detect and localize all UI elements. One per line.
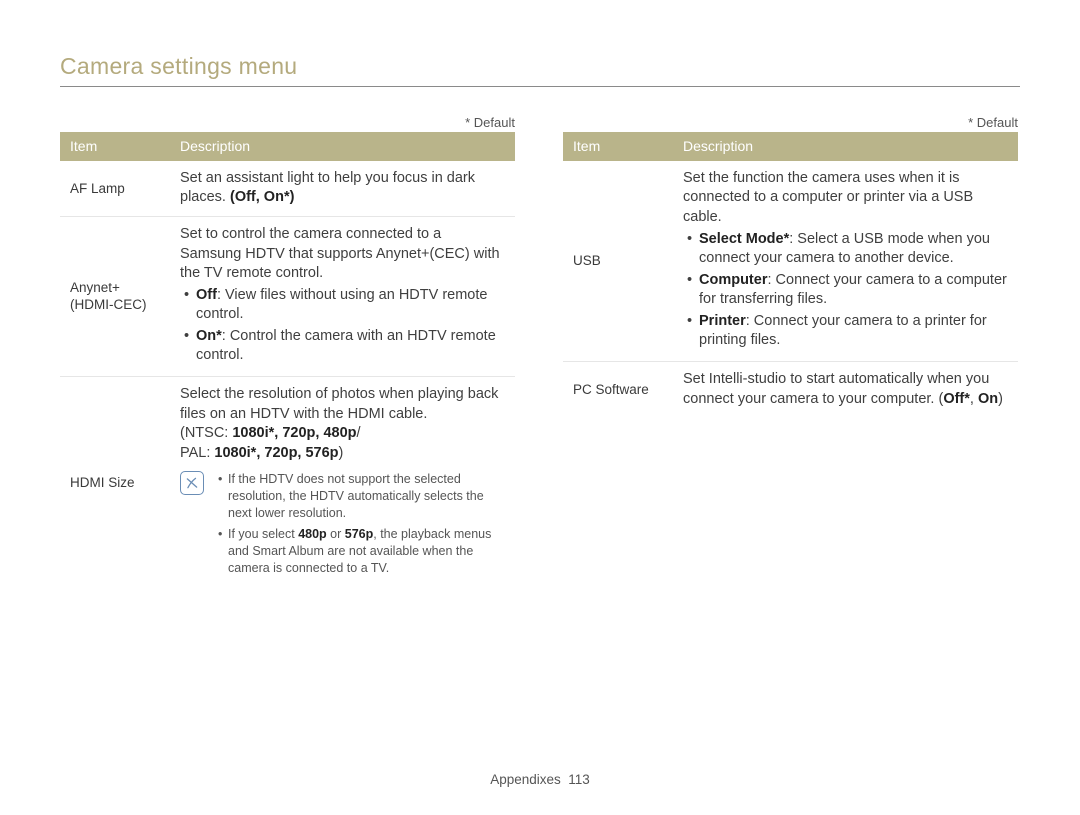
usb-printer: Printer: Connect your camera to a printe…	[687, 312, 1008, 351]
row-anynet: Anynet+ (HDMI-CEC) Set to control the ca…	[60, 217, 515, 377]
desc-pc: Set Intelli-studio to start automaticall…	[673, 361, 1018, 417]
item-anynet: Anynet+ (HDMI-CEC)	[60, 217, 170, 377]
settings-table-right: Item Description USB Set the function th…	[563, 132, 1018, 417]
hdmi-ntsc: (NTSC: 1080i*, 720p, 480p/	[180, 424, 505, 444]
left-column: * Default Item Description AF Lamp Set a…	[60, 115, 515, 588]
row-pc-software: PC Software Set Intelli-studio to start …	[563, 361, 1018, 417]
item-hdmi: HDMI Size	[60, 376, 170, 588]
note-icon	[180, 471, 204, 495]
row-usb: USB Set the function the camera uses whe…	[563, 161, 1018, 362]
hdmi-note-1: If the HDTV does not support the selecte…	[218, 471, 505, 522]
hdmi-pal: PAL: 1080i*, 720p, 576p)	[180, 444, 505, 464]
desc-anynet: Set to control the camera connected to a…	[170, 217, 515, 377]
footer-label: Appendixes	[490, 772, 561, 787]
page: Camera settings menu * Default Item Desc…	[0, 0, 1080, 815]
usb-select: Select Mode*: Select a USB mode when you…	[687, 230, 1008, 269]
row-af-lamp: AF Lamp Set an assistant light to help y…	[60, 161, 515, 217]
desc-af-lamp: Set an assistant light to help you focus…	[170, 161, 515, 217]
desc-hdmi: Select the resolution of photos when pla…	[170, 376, 515, 588]
usb-computer: Computer: Connect your camera to a compu…	[687, 271, 1008, 310]
default-note-right: * Default	[563, 115, 1018, 130]
default-note-left: * Default	[60, 115, 515, 130]
page-title: Camera settings menu	[60, 53, 1020, 87]
hdmi-note: If the HDTV does not support the selecte…	[180, 469, 505, 580]
hdmi-note-2: If you select 480p or 576p, the playback…	[218, 526, 505, 577]
header-description-r: Description	[673, 132, 1018, 161]
footer: Appendixes 113	[0, 772, 1080, 787]
anynet-off: Off: View files without using an HDTV re…	[184, 286, 505, 325]
footer-page: 113	[568, 772, 590, 787]
content-columns: * Default Item Description AF Lamp Set a…	[60, 115, 1020, 588]
right-column: * Default Item Description USB Set the f…	[563, 115, 1018, 588]
item-pc: PC Software	[563, 361, 673, 417]
item-usb: USB	[563, 161, 673, 362]
header-item: Item	[60, 132, 170, 161]
row-hdmi: HDMI Size Select the resolution of photo…	[60, 376, 515, 588]
item-af-lamp: AF Lamp	[60, 161, 170, 217]
anynet-on: On*: Control the camera with an HDTV rem…	[184, 327, 505, 366]
header-item-r: Item	[563, 132, 673, 161]
settings-table-left: Item Description AF Lamp Set an assistan…	[60, 132, 515, 588]
desc-usb: Set the function the camera uses when it…	[673, 161, 1018, 362]
header-description: Description	[170, 132, 515, 161]
